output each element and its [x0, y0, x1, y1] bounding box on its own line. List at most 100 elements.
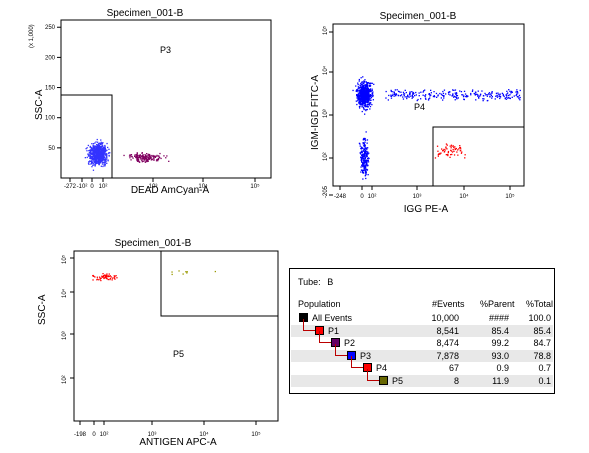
plot1-dot-p3 [99, 155, 101, 157]
plot2-dot-p3 [358, 89, 361, 91]
plot2-dot-p3 [407, 96, 409, 98]
plot2-dot-p3 [367, 90, 369, 92]
plot1-dot-p3 [104, 148, 106, 150]
plot2-dot-p3 [365, 96, 367, 98]
plot2-dot-p3 [362, 172, 365, 174]
plot2-dot-p3 [361, 156, 363, 158]
plot2-dot-p3 [362, 161, 364, 164]
plot1-dot-p3 [100, 152, 102, 155]
plot2-dot-p3 [362, 100, 365, 102]
plot1-dot-p2 [143, 160, 145, 162]
plot1-dot-p2 [147, 158, 149, 160]
plot2-dot-p3 [364, 105, 366, 107]
plot3-dot-p4 [109, 275, 111, 277]
plot2-dot-p3 [369, 108, 371, 110]
plot2-dot-p3 [368, 103, 370, 106]
plot1-dot-p3 [94, 151, 96, 154]
plot2-dot-p3 [365, 153, 367, 155]
plot1-dot-p3 [95, 161, 97, 163]
plot1-gate-p3 [60, 94, 113, 179]
plot1-dot-p3 [101, 161, 103, 163]
plot1-dot-p3 [89, 146, 91, 148]
plot1-dot-p3 [95, 158, 97, 160]
plot1-dot-p3 [94, 150, 96, 152]
plot2-dot-p3 [363, 94, 365, 96]
plot2-dot-p3 [362, 85, 364, 88]
plot2-dot-p3 [365, 104, 367, 106]
plot2-dot-p3 [371, 92, 374, 94]
plot1-dot-p2 [140, 156, 142, 158]
plot1-dot-p3 [96, 151, 98, 153]
plot1-dot-p3 [101, 152, 103, 154]
plot1-dot-p3 [89, 145, 91, 148]
plot1-dot-p3 [88, 161, 90, 163]
plot2-dot-p3 [363, 154, 365, 157]
plot2-dot-p3 [364, 139, 367, 141]
plot2-dot-p3 [362, 166, 364, 168]
plot2-dot-p3 [360, 91, 363, 93]
plot1-dot-p2 [136, 155, 139, 157]
plot2-dot-p3 [372, 91, 374, 93]
plot1-dot-p2 [145, 155, 147, 157]
plot1-dot-p3 [96, 156, 98, 159]
plot2-dot-p3 [367, 157, 369, 159]
plot1-dot-p3 [104, 147, 106, 149]
plot2-dot-p3 [360, 91, 362, 94]
plot2-dot-p3 [484, 92, 486, 95]
plot2-dot-p3 [411, 91, 413, 93]
plot1-dot-p2 [135, 156, 137, 158]
plot2-dot-p3 [366, 162, 368, 164]
plot2-dot-p3 [365, 86, 367, 88]
plot2-dot-p3 [364, 96, 366, 98]
plot2-dot-p3 [359, 91, 362, 93]
plot2-dot-p4 [459, 147, 461, 149]
plot1-dot-p3 [96, 160, 98, 162]
plot2-dot-p3 [452, 93, 454, 95]
plot2-dot-p4 [443, 151, 445, 153]
plot2-dot-p3 [363, 98, 365, 100]
plot3-dot-p4 [113, 275, 115, 277]
plot1-dot-p3 [91, 162, 94, 164]
plot1-dot-p3 [94, 158, 96, 161]
plot2-dot-p3 [455, 96, 457, 98]
plot1-dot-p3 [99, 148, 101, 150]
plot2-dot-p3 [363, 93, 365, 95]
plot2-dot-p3 [365, 177, 367, 180]
plot2-dot-p3 [365, 98, 368, 100]
plot1-dot-p3 [92, 151, 94, 153]
plot2-dot-p3 [358, 90, 361, 92]
plot2-dot-p3 [364, 95, 366, 98]
plot1-dot-p3 [94, 161, 96, 163]
plot2-dot-p3 [366, 95, 368, 97]
plot3-dot-p5 [171, 271, 173, 273]
plot2-dot-p3 [429, 97, 431, 99]
plot2-dot-p3 [366, 99, 368, 101]
plot1-dot-p3 [104, 152, 106, 154]
plot2-dot-p3 [488, 92, 491, 94]
plot2-dot-p3 [497, 92, 499, 94]
plot2-dot-p3 [364, 152, 366, 154]
plot2-dot-p3 [357, 94, 359, 96]
plot1-dot-p2 [146, 153, 148, 155]
plot2-dot-p3 [367, 86, 369, 88]
plot1-dot-p3 [99, 151, 101, 153]
plot2-dot-p3 [364, 169, 366, 171]
plot1-dot-p3 [93, 145, 95, 147]
plot2-dot-p3 [363, 155, 365, 158]
plot2-dot-p3 [365, 163, 368, 165]
plot2-dot-p3 [362, 98, 365, 100]
plot1-dot-p2 [141, 152, 143, 154]
plot2-dot-p3 [364, 91, 366, 94]
plot1-dot-p3 [96, 148, 98, 150]
plot2-dot-p3 [515, 91, 517, 93]
plot1-dot-p3 [91, 149, 94, 152]
plot1-dot-p2 [131, 156, 133, 158]
plot2-dot-p3 [498, 95, 500, 97]
plot2-dot-p3 [360, 156, 362, 158]
plot1-dot-p3 [93, 162, 95, 164]
plot2-dot-p3 [366, 82, 368, 84]
plot2-dot-p3 [361, 155, 363, 157]
plot1-dot-p3 [94, 157, 96, 159]
plot1-dot-p3 [101, 154, 103, 156]
plot2-dot-p3 [363, 98, 365, 100]
